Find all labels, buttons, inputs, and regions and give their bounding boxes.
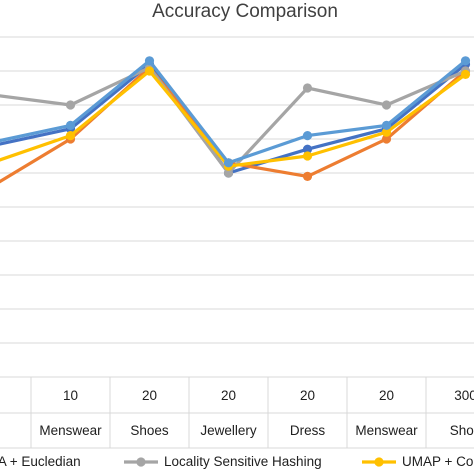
data-point [144,56,155,66]
chart-title: Accuracy Comparison [152,1,338,22]
x-tick-label-top: 20 [300,388,315,403]
gridlines [0,36,474,378]
data-point [144,66,155,76]
data-point [65,131,76,141]
x-tick-label-top: 300 [454,388,474,403]
data-point [381,134,392,144]
data-point [65,100,76,110]
data-point [381,127,392,137]
series-layer [0,56,471,184]
data-point [302,171,313,181]
x-tick-label-bottom: Dress [290,423,326,438]
x-tick-label-bottom: Menswear [355,423,418,438]
x-tick-label-top: 20 [142,388,157,403]
data-point [223,158,234,168]
category-axis-table: s10Menswear20Shoes20Jewellery20Dress20Me… [0,377,474,449]
legend-label: UMAP + Co [402,454,473,469]
data-point [381,120,392,130]
data-point [460,56,471,66]
legend-entry: UMAP + Co [362,454,473,469]
legend-entry: Locality Sensitive Hashing [124,454,322,469]
x-tick-label-top: 20 [221,388,236,403]
data-point [223,168,234,178]
series [0,56,471,168]
x-tick-label-bottom: Shoes [130,423,169,438]
data-point [302,144,313,154]
legend-label: Locality Sensitive Hashing [164,454,322,469]
data-point [460,69,471,79]
x-tick-label-bottom: Shoe [450,423,474,438]
legend-entry: CA + Eucledian [0,454,81,469]
data-point [65,120,76,130]
x-tick-label-bottom: Jewellery [200,423,257,438]
legend: CA + Eucledian Locality Sensitive Hashing… [0,454,473,469]
data-point [381,100,392,110]
data-point [302,151,313,161]
legend-marker [374,457,384,467]
legend-marker [136,457,146,467]
x-tick-label-top: 10 [63,388,78,403]
x-tick-label-bottom: Menswear [39,423,102,438]
legend-label: CA + Eucledian [0,454,81,469]
data-point [302,131,313,141]
x-tick-label-top: 20 [379,388,394,403]
data-point [302,83,313,93]
